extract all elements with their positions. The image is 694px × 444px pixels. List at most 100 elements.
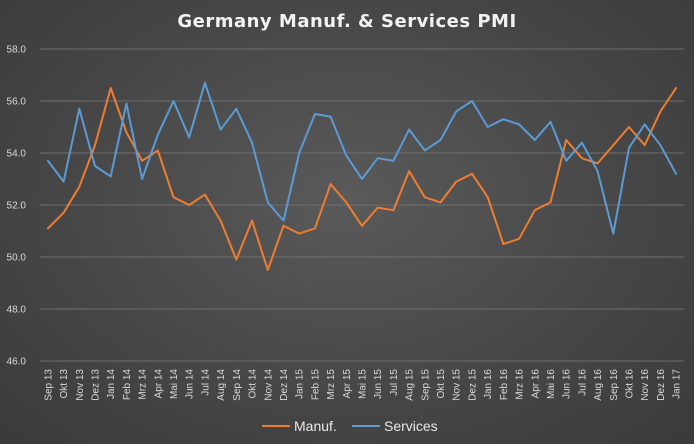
- x-tick-label: Mrz 15: [326, 369, 337, 400]
- data-point: [156, 148, 160, 152]
- data-point: [548, 200, 552, 204]
- data-point: [627, 146, 631, 150]
- data-point: [548, 120, 552, 124]
- data-point: [423, 148, 427, 152]
- data-point: [611, 231, 615, 235]
- x-axis-ticks: Sep 13 Okt 13 Nov 13 Dez 13 Jan 14 Feb 14 Mrz …: [43, 369, 682, 401]
- legend-label-manuf: Manuf.: [294, 418, 337, 434]
- y-tick-label: 52.0: [7, 201, 27, 212]
- x-tick-label: Jul 15: [389, 369, 400, 396]
- y-tick-label: 48.0: [7, 305, 27, 316]
- data-point: [108, 86, 112, 90]
- x-tick-label: Jun 15: [373, 369, 384, 399]
- data-point: [674, 86, 678, 90]
- data-point: [391, 208, 395, 212]
- data-point: [643, 143, 647, 147]
- x-tick-label: Dez 16: [656, 369, 667, 401]
- x-tick-label: Aug 16: [593, 369, 604, 401]
- data-point: [234, 107, 238, 111]
- y-tick-label: 46.0: [7, 357, 27, 368]
- data-point: [517, 237, 521, 241]
- data-point: [376, 156, 380, 160]
- data-point: [564, 159, 568, 163]
- data-point: [360, 177, 364, 181]
- data-point: [281, 218, 285, 222]
- x-tick-label: Apr 16: [530, 369, 541, 399]
- data-point: [61, 211, 65, 215]
- data-point: [344, 153, 348, 157]
- data-point: [77, 107, 81, 111]
- data-point: [93, 164, 97, 168]
- data-point: [454, 109, 458, 113]
- x-tick-label: Nov 16: [640, 369, 651, 401]
- data-point: [203, 192, 207, 196]
- data-point: [595, 169, 599, 173]
- x-tick-label: Jul 16: [577, 369, 588, 396]
- data-point: [674, 172, 678, 176]
- x-tick-label: Dez 13: [90, 369, 101, 401]
- data-point: [46, 159, 50, 163]
- series-line-manuf: [46, 87, 678, 271]
- data-point: [140, 159, 144, 163]
- data-point: [470, 99, 474, 103]
- data-point: [156, 133, 160, 137]
- data-point: [297, 151, 301, 155]
- x-tick-label: Mai 16: [546, 369, 557, 399]
- gridlines: [40, 48, 684, 362]
- x-tick-label: Aug 15: [405, 369, 416, 401]
- data-point: [501, 117, 505, 121]
- data-point: [187, 203, 191, 207]
- data-point: [77, 185, 81, 189]
- data-point: [124, 101, 128, 105]
- data-point: [61, 179, 65, 183]
- x-tick-label: Jan 16: [483, 369, 494, 399]
- x-tick-label: Apr 14: [153, 369, 164, 399]
- x-tick-label: Apr 15: [342, 369, 353, 399]
- data-point: [360, 224, 364, 228]
- series-line-services: [46, 81, 678, 235]
- x-tick-label: Mai 15: [358, 369, 369, 399]
- data-point: [454, 179, 458, 183]
- data-point: [281, 224, 285, 228]
- x-tick-label: Jun 14: [185, 369, 196, 399]
- data-point: [313, 226, 317, 230]
- legend: Manuf. Services: [262, 418, 438, 434]
- x-tick-label: Dez 15: [467, 369, 478, 401]
- data-point: [187, 135, 191, 139]
- data-point: [580, 140, 584, 144]
- x-tick-label: Mrz 14: [138, 369, 149, 400]
- data-point: [140, 177, 144, 181]
- data-point: [234, 257, 238, 261]
- data-point: [266, 268, 270, 272]
- data-point: [595, 161, 599, 165]
- data-point: [124, 130, 128, 134]
- x-tick-label: Okt 16: [625, 369, 636, 399]
- x-tick-label: Mai 14: [169, 369, 180, 399]
- data-point: [485, 125, 489, 129]
- y-axis-ticks: 46.0 48.0 50.0 52.0 54.0 56.0 58.0: [7, 45, 27, 368]
- data-point: [658, 109, 662, 113]
- data-point: [313, 112, 317, 116]
- data-point: [643, 122, 647, 126]
- x-tick-label: Mrz 16: [515, 369, 526, 400]
- data-point: [407, 127, 411, 131]
- data-point: [533, 138, 537, 142]
- x-tick-label: Okt 15: [436, 369, 447, 399]
- x-tick-label: Aug 14: [216, 369, 227, 401]
- x-tick-label: Dez 14: [279, 369, 290, 401]
- data-point: [218, 218, 222, 222]
- data-point: [658, 143, 662, 147]
- data-point: [171, 195, 175, 199]
- data-point: [533, 208, 537, 212]
- x-tick-label: Feb 16: [499, 369, 510, 401]
- data-point: [46, 226, 50, 230]
- x-tick-label: Okt 13: [59, 369, 70, 399]
- data-point: [485, 195, 489, 199]
- data-point: [391, 159, 395, 163]
- x-tick-label: Nov 15: [452, 369, 463, 401]
- data-point: [328, 114, 332, 118]
- x-tick-label: Feb 15: [310, 369, 321, 401]
- x-tick-label: Nov 13: [75, 369, 86, 401]
- y-tick-label: 54.0: [7, 149, 27, 160]
